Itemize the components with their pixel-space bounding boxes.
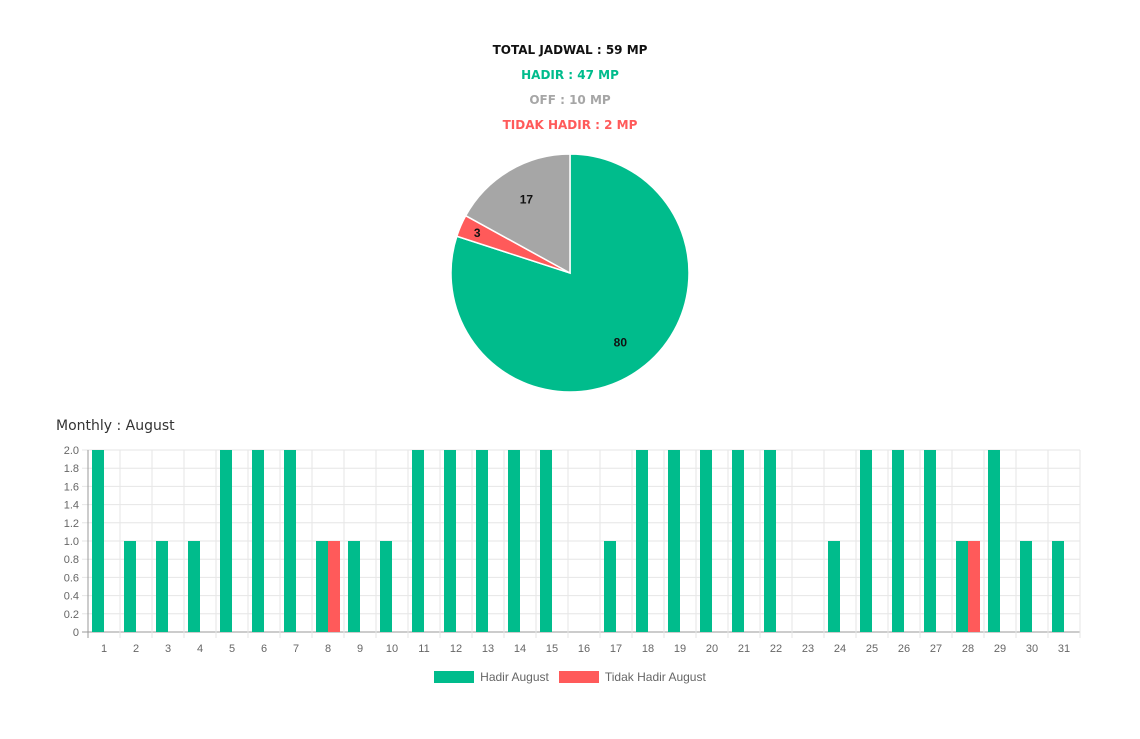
bar-hadir-day-21[interactable] [732,450,744,632]
bar-hadir-day-28[interactable] [956,541,968,632]
bar-hadir-day-30[interactable] [1020,541,1032,632]
y-tick-label: 2.0 [64,445,79,457]
x-tick-label: 13 [482,643,494,655]
bar-hadir-day-27[interactable] [924,450,936,632]
x-tick-label: 11 [418,643,429,655]
present-count-label: HADIR : 47 MP [521,68,619,82]
bar-hadir-day-3[interactable] [156,541,168,632]
x-tick-label: 6 [261,643,267,655]
y-tick-label: 0.2 [64,609,79,621]
bar-hadir-day-7[interactable] [284,450,296,632]
x-tick-label: 10 [386,643,398,655]
bar-hadir-day-26[interactable] [892,450,904,632]
x-tick-label: 8 [325,643,331,655]
bar-hadir-day-18[interactable] [636,450,648,632]
bar-hadir-day-9[interactable] [348,541,360,632]
x-tick-label: 21 [738,643,750,655]
bar-hadir-day-25[interactable] [860,450,872,632]
monthly-chart-title: Monthly : August [56,418,175,434]
bar-hadir-day-10[interactable] [380,541,392,632]
legend-label-hadir: Hadir August [480,670,549,684]
attendance-pie-chart: 80 3 17 [450,153,690,393]
pie-slice-label-1: 3 [474,226,481,240]
x-tick-label: 18 [642,643,654,655]
bar-hadir-day-15[interactable] [540,450,552,632]
off-count-label: OFF : 10 MP [529,93,611,107]
legend-swatch-hadir [434,671,475,683]
x-tick-label: 16 [578,643,590,655]
pie-slice-2[interactable] [464,153,571,275]
bar-chart-legend: Hadir August Tidak Hadir August [0,670,1140,684]
x-tick-label: 1 [101,643,107,655]
bar-hadir-day-2[interactable] [124,541,136,632]
bar-hadir-day-22[interactable] [764,450,776,632]
x-tick-label: 30 [1026,643,1038,655]
x-tick-label: 14 [514,643,526,655]
legend-label-tidak-hadir: Tidak Hadir August [604,670,706,684]
bar-hadir-day-1[interactable] [92,450,104,632]
y-tick-label: 0.8 [64,554,79,566]
x-tick-label: 4 [197,643,203,655]
x-tick-label: 5 [229,643,235,655]
total-schedule-label: TOTAL JADWAL : 59 MP [492,43,648,57]
x-tick-label: 23 [802,643,814,655]
bar-hadir-day-12[interactable] [444,450,456,632]
pie-slice-label-2: 17 [520,192,534,206]
x-tick-label: 29 [994,643,1006,655]
x-tick-label: 20 [706,643,718,655]
bar-hadir-day-13[interactable] [476,450,488,632]
y-tick-label: 1.6 [64,481,79,493]
bar-hadir-day-24[interactable] [828,541,840,632]
x-tick-label: 25 [866,643,878,655]
bar-hadir-day-6[interactable] [252,450,264,632]
y-tick-label: 1.4 [64,500,79,512]
bar-tidak-hadir-day-8[interactable] [328,541,340,632]
y-tick-label: 1.2 [64,518,79,530]
bar-hadir-day-8[interactable] [316,541,328,632]
x-tick-label: 2 [133,643,139,655]
bar-hadir-day-11[interactable] [412,450,424,632]
bar-tidak-hadir-day-28[interactable] [968,541,980,632]
bar-hadir-day-17[interactable] [604,541,616,632]
bar-hadir-day-5[interactable] [220,450,232,632]
monthly-bar-chart: 00.20.40.60.81.01.21.41.61.82.01 2 3 4 5 6 7 8 9… [64,445,1081,655]
legend-item-hadir[interactable]: Hadir August [434,670,549,684]
bar-hadir-day-4[interactable] [188,541,200,632]
y-tick-label: 0.6 [64,572,79,584]
x-tick-label: 17 [610,643,622,655]
y-tick-label: 1.8 [64,463,79,475]
x-tick-label: 7 [293,643,299,655]
bar-hadir-day-19[interactable] [668,450,680,632]
bar-hadir-day-14[interactable] [508,450,520,632]
x-tick-label: 19 [674,643,686,655]
x-tick-label: 24 [834,643,846,655]
absent-count-label: TIDAK HADIR : 2 MP [502,118,638,132]
bar-hadir-day-20[interactable] [700,450,712,632]
pie-slice-label-0: 80 [614,335,628,349]
x-tick-label: 9 [357,643,363,655]
pie-slice-0[interactable] [450,153,690,393]
bar-hadir-day-31[interactable] [1052,541,1064,632]
legend-item-tidak-hadir[interactable]: Tidak Hadir August [558,670,706,684]
bar-hadir-day-29[interactable] [988,450,1000,632]
y-tick-label: 0 [73,627,79,639]
x-tick-label: 26 [898,643,910,655]
x-tick-label: 27 [930,643,942,655]
y-tick-label: 0.4 [64,591,79,603]
x-tick-label: 3 [165,643,171,655]
x-tick-label: 31 [1058,643,1070,655]
x-tick-label: 15 [546,643,558,655]
x-tick-label: 22 [770,643,782,655]
x-tick-label: 12 [450,643,462,655]
legend-swatch-tidak-hadir [558,671,599,683]
y-tick-label: 1.0 [64,536,79,548]
x-tick-label: 28 [962,643,974,655]
